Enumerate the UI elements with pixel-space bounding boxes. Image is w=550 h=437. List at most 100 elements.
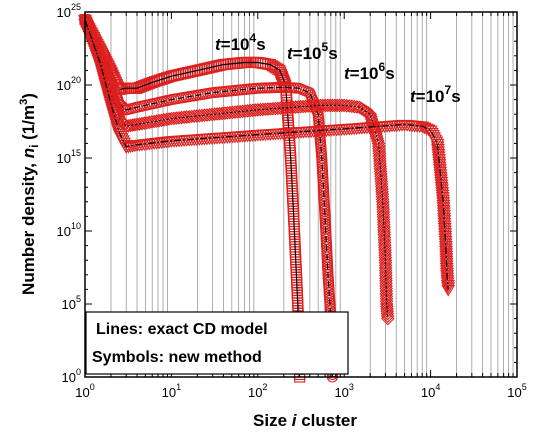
data-point-marker — [256, 102, 270, 117]
data-point-marker — [288, 100, 303, 114]
data-point-marker — [268, 101, 283, 116]
data-point-marker — [261, 102, 275, 116]
data-point-marker — [377, 235, 392, 250]
data-point-marker — [230, 105, 245, 119]
data-point-marker — [210, 107, 224, 121]
data-point-marker — [377, 228, 392, 242]
data-point-marker — [135, 81, 147, 93]
data-point-marker — [220, 106, 235, 120]
data-point-marker — [325, 98, 340, 113]
data-point-marker — [375, 192, 390, 207]
data-point-marker — [245, 103, 260, 118]
data-point-marker — [378, 253, 393, 267]
x-tick-label: 100 — [75, 382, 94, 400]
data-point-marker — [374, 179, 389, 194]
data-point-marker — [217, 106, 232, 120]
series-4 — [78, 15, 456, 297]
legend-lines-text: Lines: exact CD model — [96, 321, 268, 338]
y-tick-labels: 100 105 1010 1015 1020 1025 — [57, 2, 81, 385]
data-point-marker — [276, 71, 288, 83]
data-point-marker — [376, 197, 390, 212]
data-point-marker — [378, 240, 392, 255]
series-label: t=106s — [344, 60, 395, 83]
data-point-marker — [376, 205, 391, 219]
data-point-marker — [373, 156, 387, 171]
data-point-marker — [372, 151, 387, 166]
data-point-marker — [243, 103, 257, 118]
data-point-marker — [379, 284, 394, 298]
data-point-marker — [375, 184, 389, 199]
data-point-marker — [318, 98, 333, 113]
data-point-marker — [377, 233, 392, 247]
data-point-marker — [323, 98, 337, 113]
data-point-marker — [373, 164, 388, 179]
data-point-marker — [240, 104, 255, 118]
data-point-marker — [380, 306, 395, 321]
axis-ticks — [84, 11, 517, 378]
data-point-marker — [133, 81, 145, 93]
data-point-marker — [327, 98, 342, 113]
data-point-marker — [184, 109, 199, 124]
data-point-marker — [376, 200, 390, 214]
data-point-marker — [248, 103, 263, 117]
data-point-marker — [278, 101, 293, 115]
data-point-marker — [379, 276, 393, 291]
data-point-marker — [271, 101, 285, 116]
data-point-marker — [330, 98, 344, 113]
data-point-marker — [303, 99, 318, 113]
y-tick-label: 1010 — [57, 221, 81, 239]
data-point-marker — [374, 172, 388, 186]
data-point-marker — [441, 284, 456, 297]
data-point-marker — [174, 110, 189, 125]
data-point-marker — [268, 61, 280, 73]
data-point-marker — [372, 149, 387, 163]
data-point-marker — [372, 141, 386, 156]
data-point-marker — [380, 304, 395, 319]
data-point-marker — [200, 108, 214, 122]
y-tick-label: 1015 — [57, 148, 81, 166]
data-point-marker — [316, 98, 330, 113]
data-point-marker — [306, 98, 320, 113]
data-point-marker — [298, 99, 313, 114]
data-point-marker — [177, 110, 191, 125]
data-point-marker — [378, 263, 393, 278]
data-point-marker — [379, 297, 394, 311]
data-point-marker — [172, 111, 186, 125]
data-point-marker — [225, 105, 240, 120]
x-tick-label: 104 — [421, 382, 440, 400]
data-point-marker — [192, 108, 207, 123]
data-point-marker — [379, 289, 394, 304]
data-point-marker — [223, 105, 237, 120]
data-point-marker — [228, 105, 242, 119]
series-line — [84, 19, 301, 378]
data-point-marker — [281, 100, 295, 115]
data-point-marker — [347, 99, 362, 114]
data-point-marker — [164, 111, 179, 126]
data-point-marker — [266, 101, 280, 116]
series-line — [84, 19, 449, 290]
y-tick-label: 105 — [62, 294, 81, 312]
data-point-marker — [381, 311, 395, 326]
data-point-marker — [283, 100, 298, 115]
data-point-marker — [296, 99, 310, 114]
series-layer — [78, 12, 456, 383]
series-line — [84, 19, 389, 319]
data-point-marker — [378, 255, 393, 270]
data-point-marker — [142, 78, 154, 90]
data-point-marker — [253, 102, 268, 117]
data-point-marker — [195, 108, 209, 123]
data-point-marker — [202, 107, 217, 122]
data-point-marker — [169, 111, 184, 125]
series-label: t=104s — [215, 31, 266, 54]
data-point-marker — [207, 107, 222, 121]
data-point-marker — [187, 109, 202, 124]
data-point-marker — [215, 106, 230, 121]
series-line — [84, 19, 333, 378]
data-point-marker — [301, 99, 315, 113]
data-point-marker — [276, 101, 290, 115]
data-point-marker — [291, 100, 305, 114]
series-label: t=107s — [410, 83, 461, 106]
y-tick-label: 100 — [62, 367, 81, 385]
data-point-marker — [372, 144, 386, 158]
